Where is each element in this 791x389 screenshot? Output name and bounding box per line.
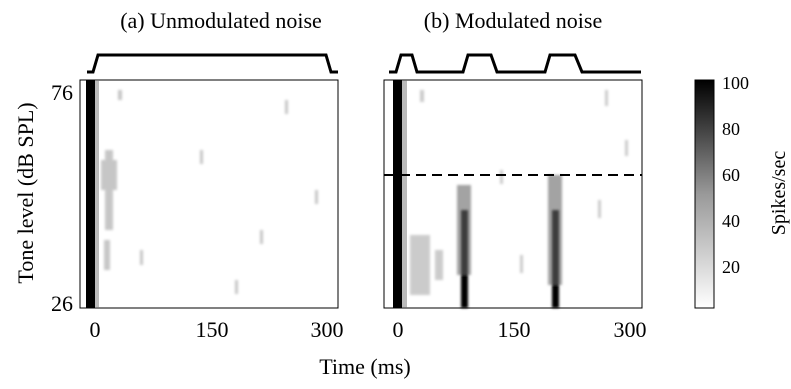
x-axis-label: Time (ms) xyxy=(319,354,410,379)
patch-a8 xyxy=(260,230,263,244)
colorbar: 100 80 60 40 20 Spikes/sec xyxy=(694,73,790,309)
patch-b5 xyxy=(520,255,523,273)
onset-band-b xyxy=(393,80,402,308)
panel-b-xtick-0: 0 xyxy=(393,317,404,342)
burst3-spread xyxy=(548,175,562,285)
sparse-activity-b xyxy=(410,90,628,295)
patch-a5 xyxy=(140,250,143,265)
patch-b2 xyxy=(435,250,443,280)
burst-response-3 xyxy=(548,175,562,308)
panel-a-envelope xyxy=(87,53,338,74)
sustained-activity-a xyxy=(101,90,318,294)
patch-b4 xyxy=(500,170,503,184)
panel-b-xtick-150: 150 xyxy=(498,317,531,342)
patch-a2 xyxy=(105,150,113,230)
panel-a-ytick-26: 26 xyxy=(51,291,73,316)
colorbar-tick-80: 80 xyxy=(722,119,740,139)
onset-halo-a xyxy=(95,80,99,308)
stimulus-envelope-a xyxy=(87,53,338,74)
stimulus-envelope-b xyxy=(389,53,641,74)
y-axis-label: Tone level (dB SPL) xyxy=(13,102,38,283)
onset-halo-b xyxy=(402,80,407,308)
panel-b-envelope xyxy=(389,53,641,74)
colorbar-tick-20: 20 xyxy=(722,257,740,277)
colorbar-tick-40: 40 xyxy=(722,211,740,231)
panel-a-heatmap xyxy=(86,80,318,308)
panel-a-plot-area xyxy=(79,79,339,309)
patch-b6 xyxy=(598,200,601,218)
colorbar-label: Spikes/sec xyxy=(768,151,790,236)
patch-a3 xyxy=(104,240,110,270)
patch-b3 xyxy=(420,90,424,102)
patch-a10 xyxy=(315,190,318,204)
patch-b8 xyxy=(625,140,628,156)
patch-a6 xyxy=(200,150,203,164)
panel-b: 0 150 300 xyxy=(383,79,647,342)
panel-b-xtick-300: 300 xyxy=(614,317,647,342)
panel-b-title: (b) Modulated noise xyxy=(424,8,602,33)
panel-a: 76 26 0 150 300 xyxy=(51,79,344,342)
patch-a4 xyxy=(118,90,122,100)
patch-a9 xyxy=(285,100,288,114)
colorbar-gradient xyxy=(694,79,715,309)
panel-a-xtick-300: 300 xyxy=(311,317,344,342)
onset-band-a xyxy=(86,80,95,308)
burst2-spread xyxy=(457,185,471,275)
burst-response-2 xyxy=(457,185,471,308)
panel-a-xtick-0: 0 xyxy=(90,317,101,342)
panel-a-ytick-76: 76 xyxy=(51,80,73,105)
panel-b-heatmap xyxy=(393,80,628,308)
panel-a-title: (a) Unmodulated noise xyxy=(120,8,322,33)
panel-a-xtick-150: 150 xyxy=(196,317,229,342)
colorbar-tick-60: 60 xyxy=(722,165,740,185)
colorbar-tick-100: 100 xyxy=(722,73,749,93)
patch-b1 xyxy=(410,235,430,295)
patch-b7 xyxy=(605,90,608,106)
patch-a7 xyxy=(235,280,238,294)
